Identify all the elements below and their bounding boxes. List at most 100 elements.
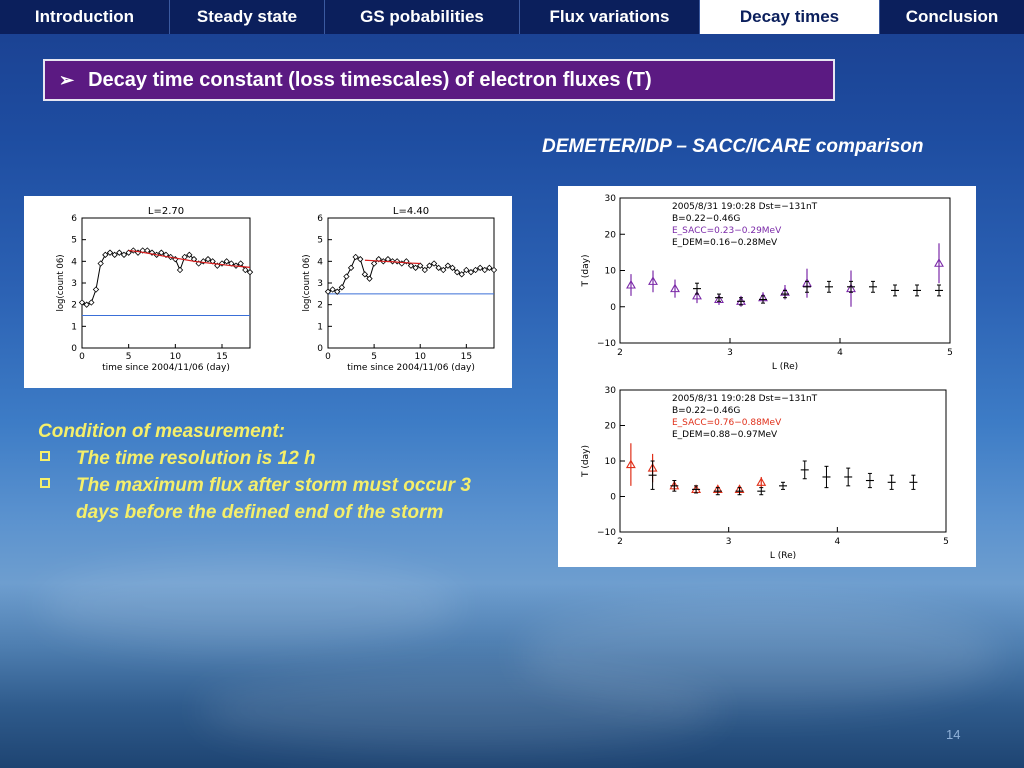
- annotation-text: E_DEM=0.88−0.97MeV: [672, 430, 778, 440]
- slide-title-text: Decay time constant (loss timescales) of…: [88, 69, 652, 91]
- x-tick-label: 2: [617, 537, 623, 547]
- x-tick-label: 10: [414, 352, 426, 362]
- data-point: [490, 266, 498, 274]
- x-tick-label: 10: [170, 352, 182, 362]
- y-tick-label: −10: [597, 339, 616, 349]
- tab-decay-times[interactable]: Decay times: [700, 0, 880, 34]
- data-point: [111, 251, 118, 258]
- condition-item: The time resolution is 12 h: [38, 445, 478, 472]
- data-point: [366, 275, 373, 282]
- flux-series-line: [81, 249, 251, 306]
- y-axis-label: T (day): [581, 445, 591, 478]
- y-tick-label: 6: [71, 214, 77, 224]
- data-point: [357, 256, 364, 263]
- data-point: [116, 249, 123, 256]
- arrow-bullet-icon: ➢: [59, 70, 75, 90]
- data-point: [223, 258, 230, 265]
- x-tick-label: 4: [837, 348, 843, 358]
- y-tick-label: 0: [317, 344, 323, 354]
- data-point: [486, 264, 493, 271]
- data-point: [412, 264, 419, 271]
- sacc-triangle-point: [714, 294, 724, 304]
- y-tick-label: 2: [317, 301, 323, 311]
- tab-flux-variations[interactable]: Flux variations: [520, 0, 700, 34]
- data-point: [338, 284, 345, 291]
- data-point: [106, 249, 114, 256]
- data-point: [204, 256, 212, 263]
- y-tick-label: 10: [605, 457, 617, 467]
- y-tick-label: 20: [605, 422, 617, 432]
- data-point: [186, 251, 193, 258]
- checkbox-bullet-icon: [40, 478, 50, 488]
- data-point: [343, 273, 350, 280]
- data-point: [334, 288, 341, 295]
- data-point: [102, 251, 109, 258]
- data-point: [449, 264, 456, 271]
- data-point: [394, 258, 401, 265]
- x-tick-label: 5: [371, 352, 377, 362]
- data-point: [440, 266, 447, 274]
- plot-frame: [81, 217, 251, 349]
- y-tick-label: 4: [317, 257, 323, 267]
- x-tick-label: 15: [461, 352, 472, 362]
- data-point: [120, 251, 128, 258]
- tab-gs-probabilities[interactable]: GS pobabilities: [325, 0, 520, 34]
- x-tick-label: 2: [617, 348, 623, 358]
- sacc-triangle-point: [625, 459, 636, 469]
- y-tick-label: 0: [610, 303, 616, 313]
- chart-title: L=2.70: [148, 206, 184, 217]
- data-point: [246, 269, 254, 276]
- data-point: [370, 260, 378, 267]
- y-tick-label: 10: [605, 267, 617, 277]
- data-point: [417, 262, 424, 269]
- tab-introduction[interactable]: Introduction: [0, 0, 170, 34]
- condition-item: The maximum flux after storm must occur …: [38, 472, 478, 526]
- sacc-triangle-point: [934, 258, 944, 267]
- decay-fit-line: [128, 249, 251, 268]
- page-number: 14: [946, 727, 961, 742]
- x-axis-label: time since 2004/11/06 (day): [347, 363, 475, 373]
- x-axis-label: time since 2004/11/06 (day): [102, 363, 230, 373]
- data-point: [347, 264, 355, 271]
- y-tick-label: 20: [605, 230, 617, 240]
- data-point: [88, 299, 95, 306]
- y-axis-label: T (day): [581, 255, 591, 288]
- annotation-text: E_SACC=0.23−0.29MeV: [672, 226, 782, 236]
- sacc-triangle-point: [648, 276, 658, 285]
- annotation-text: 2005/8/31 19:0:28 Dst=−131nT: [672, 202, 818, 212]
- measurement-conditions: Condition of measurement: The time resol…: [38, 418, 478, 526]
- x-tick-label: 5: [947, 348, 953, 358]
- tab-steady-state[interactable]: Steady state: [170, 0, 325, 34]
- sacc-triangle-point: [670, 283, 680, 293]
- data-point: [242, 266, 249, 274]
- slide-title: ➢ Decay time constant (loss timescales) o…: [43, 59, 835, 101]
- data-point: [158, 249, 165, 256]
- data-point: [97, 260, 104, 267]
- data-point: [162, 251, 170, 258]
- flux-time-series-svg: L=2.70 0 5 10 15 0 1 2 3 4 5 6 time since 2004/11/06…: [56, 206, 498, 373]
- x-axis-label: L (Re): [772, 362, 798, 372]
- x-tick-label: 0: [79, 352, 85, 362]
- data-point: [426, 262, 433, 269]
- y-tick-label: 5: [71, 236, 77, 246]
- y-tick-label: 1: [317, 322, 323, 332]
- y-tick-label: 3: [317, 279, 323, 289]
- top-navigation: Introduction Steady state GS pobabilitie…: [0, 0, 1024, 34]
- data-point: [435, 264, 442, 271]
- sacc-triangle-point: [692, 290, 702, 300]
- y-tick-label: 2: [71, 301, 77, 311]
- data-point: [421, 266, 428, 274]
- data-point: [329, 286, 336, 293]
- data-point: [352, 253, 359, 261]
- data-point: [467, 269, 475, 276]
- x-tick-label: 0: [325, 352, 331, 362]
- data-point: [430, 260, 438, 267]
- annotation-text: B=0.22−0.46G: [672, 406, 740, 416]
- data-point: [176, 266, 184, 274]
- x-tick-label: 3: [727, 348, 733, 358]
- data-point: [453, 269, 461, 276]
- tab-conclusion[interactable]: Conclusion: [905, 7, 999, 26]
- x-tick-label: 15: [216, 352, 227, 362]
- annotation-text: 2005/8/31 19:0:28 Dst=−131nT: [672, 394, 818, 404]
